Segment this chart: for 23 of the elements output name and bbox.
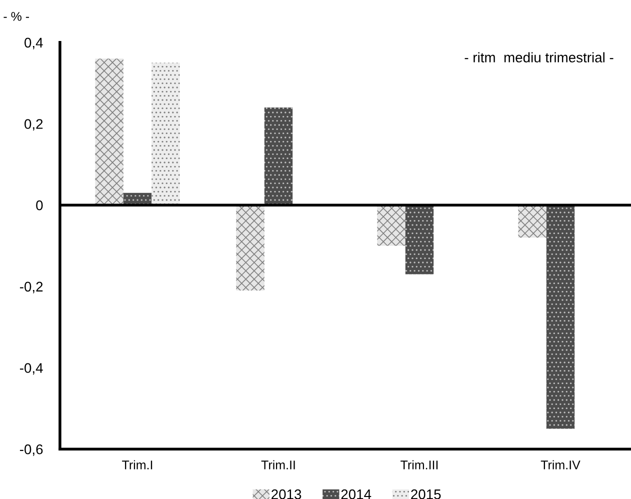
y-tick-label: -0,6 — [20, 444, 43, 456]
bar — [405, 205, 434, 274]
y-tick-label: 0,4 — [24, 38, 43, 50]
bar — [236, 205, 264, 290]
legend-label: 2014 — [341, 489, 372, 499]
x-tick-label: Trim.I — [122, 460, 152, 470]
bar — [264, 107, 293, 206]
y-tick-label: -0,4 — [20, 363, 43, 375]
y-tick-label: 0 — [36, 200, 43, 210]
bar — [377, 205, 406, 246]
bar — [518, 205, 546, 238]
bar — [152, 62, 180, 206]
x-tick-label: Trim.IV — [540, 460, 580, 470]
annotation: - ritm mediu trimestrial - — [464, 52, 614, 62]
x-tick-label: Trim.III — [400, 460, 438, 470]
legend-label: 2015 — [411, 489, 441, 499]
y-tick-label: 0,2 — [24, 119, 43, 131]
bar — [546, 205, 575, 429]
bar — [95, 58, 124, 206]
y-axis-title: - % - — [4, 12, 29, 21]
x-tick-label: Trim.II — [261, 460, 295, 470]
legend-label: 2013 — [272, 489, 302, 499]
y-tick-label: -0,2 — [20, 282, 43, 294]
